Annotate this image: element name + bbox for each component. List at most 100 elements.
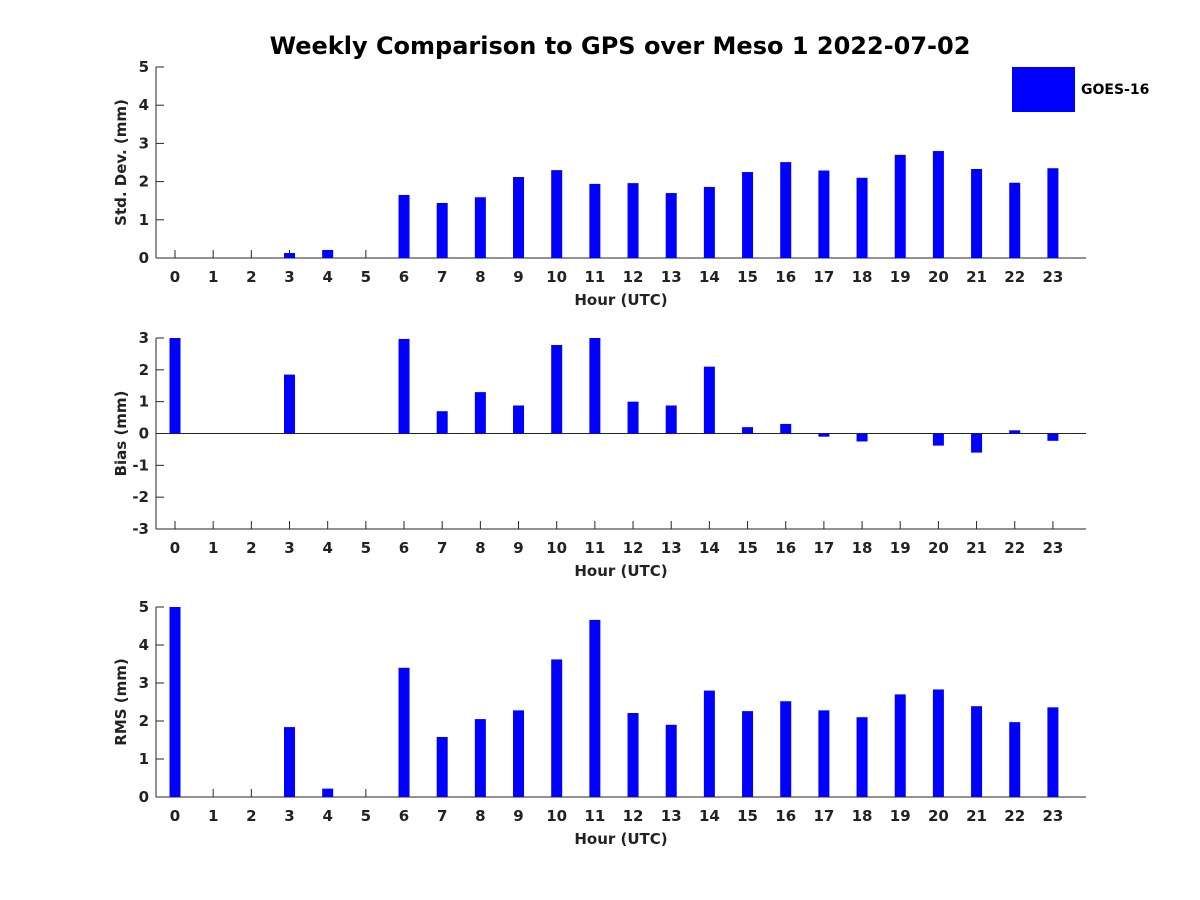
bar-std-dev-hour-17 — [818, 170, 830, 258]
bar-std-dev-hour-23 — [1047, 168, 1059, 258]
y-tick-label: 1 — [139, 393, 149, 411]
y-tick-label: -3 — [132, 520, 149, 538]
legend: GOES-16 — [1012, 67, 1149, 112]
x-tick-label: 9 — [513, 268, 523, 286]
x-tick-label: 17 — [813, 268, 834, 286]
x-tick-label: 12 — [623, 268, 644, 286]
y-axis-label: RMS (mm) — [112, 658, 130, 745]
x-tick-label: 19 — [890, 807, 911, 825]
bar-rms-hour-16 — [780, 701, 792, 797]
x-tick-label: 21 — [966, 268, 987, 286]
x-tick-label: 19 — [890, 268, 911, 286]
x-tick-label: 14 — [699, 807, 720, 825]
x-tick-label: 16 — [775, 539, 796, 557]
bar-std-dev-hour-9 — [513, 177, 525, 258]
y-axis-label: Std. Dev. (mm) — [112, 99, 130, 226]
bar-rms-hour-22 — [1009, 722, 1021, 797]
x-tick-label: 22 — [1004, 807, 1025, 825]
x-tick-label: 0 — [170, 807, 180, 825]
bar-bias-hour-12 — [627, 401, 639, 434]
bar-rms-hour-9 — [513, 710, 525, 797]
x-tick-label: 6 — [399, 268, 409, 286]
bar-rms-hour-17 — [818, 710, 830, 797]
bar-std-dev-hour-16 — [780, 162, 792, 258]
bar-std-dev-hour-10 — [551, 170, 563, 258]
x-tick-label: 6 — [399, 539, 409, 557]
x-tick-label: 15 — [737, 539, 758, 557]
y-tick-label: 3 — [139, 674, 149, 692]
bar-bias-hour-23 — [1047, 433, 1059, 441]
x-tick-label: 12 — [623, 807, 644, 825]
x-tick-label: 11 — [584, 268, 605, 286]
bar-bias-hour-8 — [474, 392, 486, 434]
bar-rms-hour-3 — [284, 727, 296, 797]
x-tick-label: 21 — [966, 807, 987, 825]
bar-rms-hour-14 — [703, 690, 715, 797]
bar-rms-hour-10 — [551, 659, 563, 797]
x-tick-label: 10 — [546, 539, 567, 557]
bar-bias-hour-7 — [436, 411, 448, 434]
x-tick-label: 13 — [661, 539, 682, 557]
bar-rms-hour-0 — [169, 607, 181, 797]
bar-rms-hour-19 — [894, 694, 906, 797]
x-tick-label: 21 — [966, 539, 987, 557]
bar-std-dev-hour-14 — [703, 186, 715, 258]
x-tick-label: 1 — [208, 807, 218, 825]
x-tick-label: 13 — [661, 268, 682, 286]
x-tick-label: 23 — [1042, 539, 1063, 557]
y-tick-label: 0 — [139, 788, 149, 806]
x-tick-label: 23 — [1042, 807, 1063, 825]
bar-rms-hour-6 — [398, 667, 410, 797]
bar-bias-hour-18 — [856, 433, 868, 442]
bar-rms-hour-8 — [474, 719, 486, 797]
x-tick-label: 4 — [322, 807, 332, 825]
y-tick-label: 1 — [139, 211, 149, 229]
x-tick-label: 11 — [584, 539, 605, 557]
legend-label: GOES-16 — [1081, 82, 1149, 98]
x-tick-label: 5 — [361, 807, 371, 825]
bar-std-dev-hour-4 — [322, 249, 334, 258]
y-tick-label: 0 — [139, 425, 149, 443]
y-tick-label: 5 — [139, 598, 149, 616]
bar-bias-hour-21 — [971, 433, 983, 453]
bar-bias-hour-14 — [703, 366, 715, 434]
x-axis-label: Hour (UTC) — [574, 291, 667, 309]
bar-rms-hour-15 — [742, 711, 754, 797]
x-tick-label: 16 — [775, 268, 796, 286]
x-tick-label: 4 — [322, 539, 332, 557]
bar-std-dev-hour-18 — [856, 177, 868, 258]
bar-std-dev-hour-15 — [742, 172, 754, 258]
x-tick-label: 17 — [813, 539, 834, 557]
bar-rms-hour-18 — [856, 717, 868, 797]
x-tick-label: 20 — [928, 268, 949, 286]
y-tick-label: 2 — [139, 173, 149, 191]
legend-swatch — [1012, 67, 1075, 112]
x-tick-label: 16 — [775, 807, 796, 825]
bar-rms-hour-11 — [589, 619, 601, 797]
bar-rms-hour-21 — [971, 706, 983, 797]
x-tick-label: 10 — [546, 807, 567, 825]
x-tick-label: 1 — [208, 539, 218, 557]
x-tick-label: 1 — [208, 268, 218, 286]
x-tick-label: 2 — [246, 268, 256, 286]
bar-std-dev-hour-22 — [1009, 182, 1021, 258]
bar-std-dev-hour-20 — [932, 151, 944, 258]
x-tick-label: 2 — [246, 807, 256, 825]
y-tick-label: 1 — [139, 750, 149, 768]
bar-bias-hour-6 — [398, 338, 410, 434]
bar-std-dev-hour-7 — [436, 202, 448, 258]
bar-rms-hour-12 — [627, 713, 639, 797]
bar-bias-hour-9 — [513, 405, 525, 434]
bar-std-dev-hour-12 — [627, 183, 639, 258]
x-tick-label: 3 — [284, 807, 294, 825]
y-tick-label: -1 — [132, 456, 149, 474]
x-tick-label: 12 — [623, 539, 644, 557]
y-tick-label: 4 — [139, 636, 149, 654]
x-tick-label: 18 — [852, 268, 873, 286]
x-tick-label: 22 — [1004, 539, 1025, 557]
bar-bias-hour-15 — [742, 427, 754, 434]
x-tick-label: 8 — [475, 268, 485, 286]
x-tick-label: 0 — [170, 268, 180, 286]
